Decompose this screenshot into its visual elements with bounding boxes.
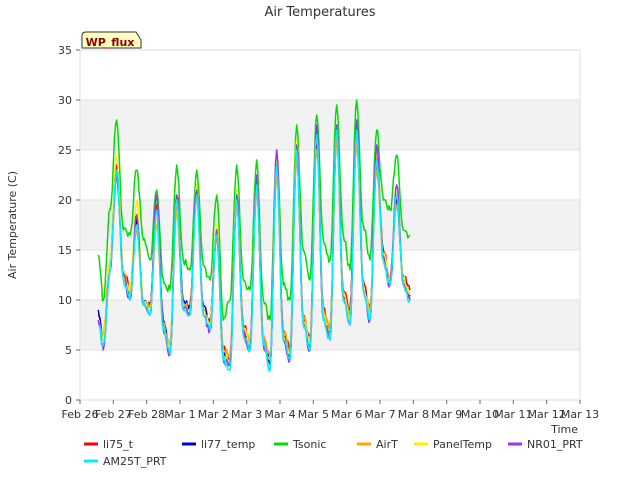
x-tick-label: Feb 27 [95, 408, 132, 421]
series-line-tsonic [97, 99, 411, 321]
x-tick-label: Mar 3 [231, 408, 262, 421]
series-line-am25t-prt [97, 129, 411, 372]
legend-item: AM25T_PRT [84, 455, 167, 468]
legend-item: li75_t [84, 438, 134, 451]
plot-area [79, 49, 581, 401]
legend-item: li77_temp [182, 438, 255, 451]
legend-label: AM25T_PRT [103, 455, 167, 468]
legend: li75_t li77_temp Tsonic AirT PanelTemp NR01_P… [84, 438, 583, 468]
grid-band [80, 200, 580, 250]
grid-band [80, 100, 580, 150]
legend-item: Tsonic [274, 438, 326, 451]
x-tick-label: Mar 2 [198, 408, 229, 421]
legend-item: PanelTemp [414, 438, 492, 451]
site-label: WP_flux [86, 36, 135, 49]
y-tick-label: 25 [58, 144, 72, 157]
x-tick-label: Mar 10 [461, 408, 499, 421]
y-tick-label: 20 [58, 194, 72, 207]
legend-label: li77_temp [201, 438, 255, 451]
y-tick-label: 10 [58, 294, 72, 307]
legend-label: Tsonic [292, 438, 326, 451]
x-tick-label: Mar 12 [528, 408, 566, 421]
legend-label: NR01_PRT [527, 438, 583, 451]
x-tick-label: Mar 8 [398, 408, 429, 421]
x-tick-label: Mar 7 [364, 408, 395, 421]
grid-lines [79, 49, 581, 401]
y-axis-label: Air Temperature (C) [6, 171, 19, 279]
legend-item: NR01_PRT [508, 438, 583, 451]
y-axis: 0 5 10 15 20 25 30 35 [58, 44, 80, 407]
x-tick-label: Mar 13 [561, 408, 599, 421]
legend-label: AirT [376, 438, 398, 451]
site-label-box: WP_flux [81, 31, 142, 49]
x-tick-label: Feb 26 [62, 408, 99, 421]
x-axis-label: Time [550, 423, 578, 436]
x-tick-label: Mar 4 [264, 408, 295, 421]
legend-label: li75_t [103, 438, 134, 451]
y-tick-label: 30 [58, 94, 72, 107]
x-tick-label: Mar 11 [494, 408, 532, 421]
x-tick-label: Mar 5 [298, 408, 329, 421]
legend-item: AirT [357, 438, 398, 451]
y-tick-label: 35 [58, 44, 72, 57]
chart-title: Air Temperatures [264, 5, 375, 20]
x-tick-label: Mar 9 [431, 408, 462, 421]
legend-label: PanelTemp [433, 438, 492, 451]
plot-border [79, 49, 581, 401]
y-tick-label: 15 [58, 244, 72, 257]
y-tick-label: 5 [65, 344, 72, 357]
series-lines [97, 99, 411, 372]
y-tick-label: 0 [65, 394, 72, 407]
x-tick-label: Feb 28 [128, 408, 165, 421]
x-tick-label: Mar 1 [164, 408, 195, 421]
x-tick-label: Mar 6 [331, 408, 362, 421]
